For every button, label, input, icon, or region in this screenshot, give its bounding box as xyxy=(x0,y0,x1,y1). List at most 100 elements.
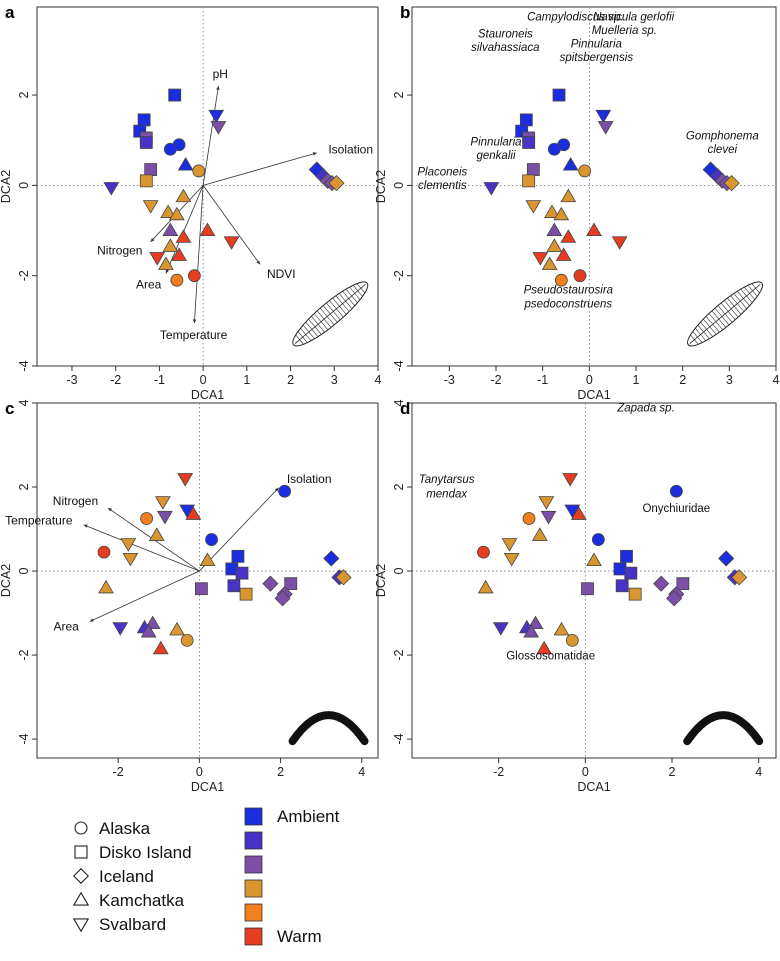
data-point xyxy=(723,175,740,192)
vector-label: Nitrogen xyxy=(97,244,142,258)
x-tick-label: -1 xyxy=(537,373,548,387)
legend-site-label: Kamchatka xyxy=(99,891,185,910)
data-point xyxy=(536,640,553,655)
larva-leg xyxy=(757,737,762,743)
diatom-striae xyxy=(295,335,304,345)
data-point xyxy=(208,109,225,124)
vector-arrowhead xyxy=(312,152,317,156)
data-point xyxy=(199,222,216,237)
species-label: mendax xyxy=(426,489,468,501)
vector-arrowhead xyxy=(150,237,155,242)
diatom-striae xyxy=(747,285,758,297)
diatom-striae xyxy=(744,287,755,300)
x-tick-label: 0 xyxy=(200,373,207,387)
larva-leg xyxy=(751,730,756,735)
diatom-striae xyxy=(715,308,729,325)
vector-arrow xyxy=(203,152,317,186)
diatom-striae xyxy=(346,289,358,303)
x-axis-title: DCA1 xyxy=(191,780,224,794)
plot-frame xyxy=(411,402,777,759)
data-point xyxy=(140,512,154,525)
diatom-striae xyxy=(690,335,699,345)
y-tick-label: 2 xyxy=(392,92,406,99)
legend-color-swatch xyxy=(244,855,263,874)
legend-site-label: Alaska xyxy=(99,819,151,838)
data-point xyxy=(187,269,201,283)
vector-label: Isolation xyxy=(287,472,332,486)
diatom-striae xyxy=(326,303,341,320)
diatom-striae xyxy=(300,328,311,341)
data-point xyxy=(523,623,540,638)
x-axis-title: DCA1 xyxy=(191,388,224,402)
vector-label: Isolation xyxy=(328,143,373,157)
legend-shape-square xyxy=(74,845,88,859)
diatom-striae xyxy=(335,295,350,312)
data-point xyxy=(483,182,500,196)
data-point xyxy=(653,575,670,592)
data-point xyxy=(546,238,563,252)
legend-color-swatch xyxy=(244,903,263,922)
data-point xyxy=(192,164,206,178)
species-label: psedoconstruens xyxy=(524,298,613,310)
vector-arrow xyxy=(165,185,204,274)
vector-label: Area xyxy=(54,619,80,633)
data-point xyxy=(522,136,536,149)
legend-shape-triangle-down xyxy=(72,918,90,933)
larva-leg xyxy=(332,712,337,718)
larva-leg xyxy=(296,730,301,735)
diatom-striae xyxy=(703,319,717,335)
data-point xyxy=(546,222,563,237)
vector-arrowhead xyxy=(256,260,260,265)
data-point xyxy=(149,252,166,266)
x-tick-label: -1 xyxy=(154,373,165,387)
species-label: spitsbergensis xyxy=(560,52,634,64)
diatom-striae xyxy=(692,331,703,343)
legend: Alaska Disko Island Iceland Kamchatka Svalba… xyxy=(72,807,340,946)
vector-label: Temperature xyxy=(5,513,73,527)
larva-body xyxy=(683,711,764,746)
species-label: Glossosomatidae xyxy=(506,650,595,662)
data-point xyxy=(522,174,536,188)
data-point xyxy=(573,269,587,283)
data-point xyxy=(139,174,153,188)
diatom-striae xyxy=(734,293,747,309)
data-point xyxy=(152,640,169,655)
data-point xyxy=(560,188,577,203)
species-label: Campylodiscus sp. xyxy=(527,12,624,24)
data-point xyxy=(278,484,292,498)
data-point xyxy=(718,550,735,567)
y-tick-label: -4 xyxy=(17,360,31,371)
species-label: Stauroneis xyxy=(478,28,533,40)
diatom-striae xyxy=(724,300,739,317)
y-tick-label: -2 xyxy=(392,270,406,281)
data-point xyxy=(262,575,279,592)
diatom-striae xyxy=(697,325,710,339)
data-point xyxy=(591,533,605,546)
data-point xyxy=(154,496,171,510)
legend-shape-triangle xyxy=(72,891,90,906)
data-point xyxy=(175,229,192,243)
data-point xyxy=(519,113,533,127)
data-point xyxy=(139,136,153,149)
data-point xyxy=(560,229,577,243)
data-point xyxy=(180,633,194,647)
diatom-striae xyxy=(329,300,344,317)
diatom-striae xyxy=(349,287,361,300)
data-point xyxy=(553,621,570,636)
diatom-striae xyxy=(751,283,760,293)
legend-color-swatch xyxy=(244,807,263,826)
data-point xyxy=(624,566,638,580)
vector-label: Area xyxy=(136,277,162,291)
diatom-striae xyxy=(317,310,331,328)
data-point xyxy=(555,247,572,261)
data-point xyxy=(168,88,182,102)
data-point xyxy=(731,569,748,586)
diatom-striae xyxy=(308,319,322,335)
data-point xyxy=(169,621,185,636)
data-point xyxy=(570,506,587,520)
data-point xyxy=(158,256,174,270)
data-point xyxy=(501,538,518,552)
data-point xyxy=(477,579,494,594)
legend-site-label: Disko Island xyxy=(99,843,192,862)
x-tick-label: -2 xyxy=(493,765,504,779)
